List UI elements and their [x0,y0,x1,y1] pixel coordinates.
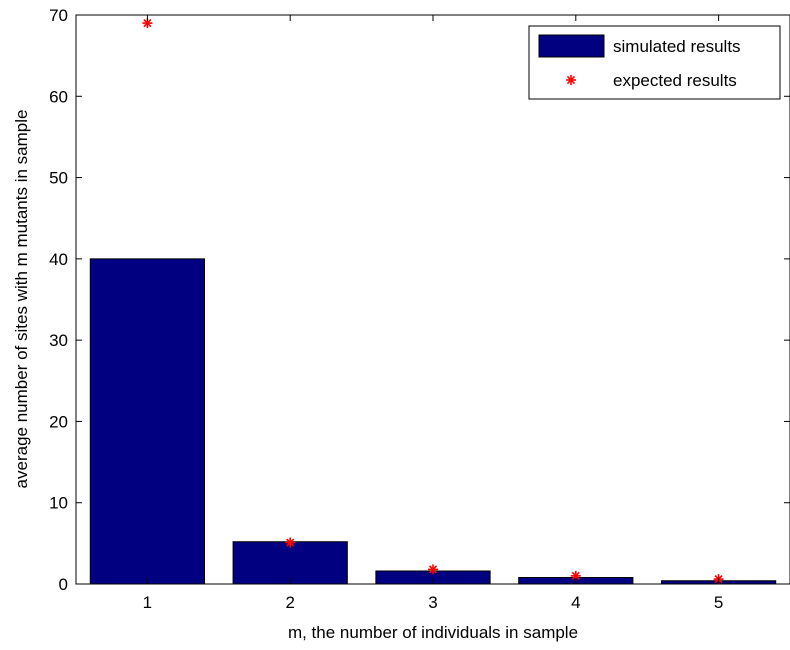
x-axis: 1 2 3 4 5 [143,15,723,612]
y-axis-label: average number of sites with m mutants i… [12,110,31,489]
y-tick-label: 50 [49,169,68,188]
y-tick-label: 30 [49,331,68,350]
x-axis-label: m, the number of individuals in sample [288,623,578,642]
marker-expected-4 [570,570,581,581]
y-tick-label: 70 [49,6,68,25]
legend-label-simulated: simulated results [613,37,741,56]
marker-expected-3 [428,564,438,575]
marker-expected-2 [285,537,296,548]
bar-2 [232,541,348,585]
legend-swatch-expected [566,75,576,85]
y-tick-label: 20 [49,412,68,431]
x-tick-label: 4 [571,593,580,612]
legend-marker-icon [566,75,576,85]
x-tick-label: 1 [143,593,152,612]
x-tick-label: 3 [428,593,437,612]
y-tick-label: 10 [49,494,68,513]
y-axis: 0 10 20 30 40 50 60 70 [49,6,790,594]
legend: simulated results expected results [528,25,781,100]
y-tick-label: 60 [49,87,68,106]
x-tick-label: 5 [714,593,723,612]
y-tick-label: 0 [59,575,68,594]
plot-area: 0 10 20 30 40 50 60 70 1 2 3 4 5 [49,6,790,612]
bar-1 [89,258,206,585]
legend-swatch-simulated [538,34,605,58]
legend-label-expected: expected results [613,71,737,90]
x-tick-label: 2 [285,593,294,612]
y-tick-label: 40 [49,250,68,269]
